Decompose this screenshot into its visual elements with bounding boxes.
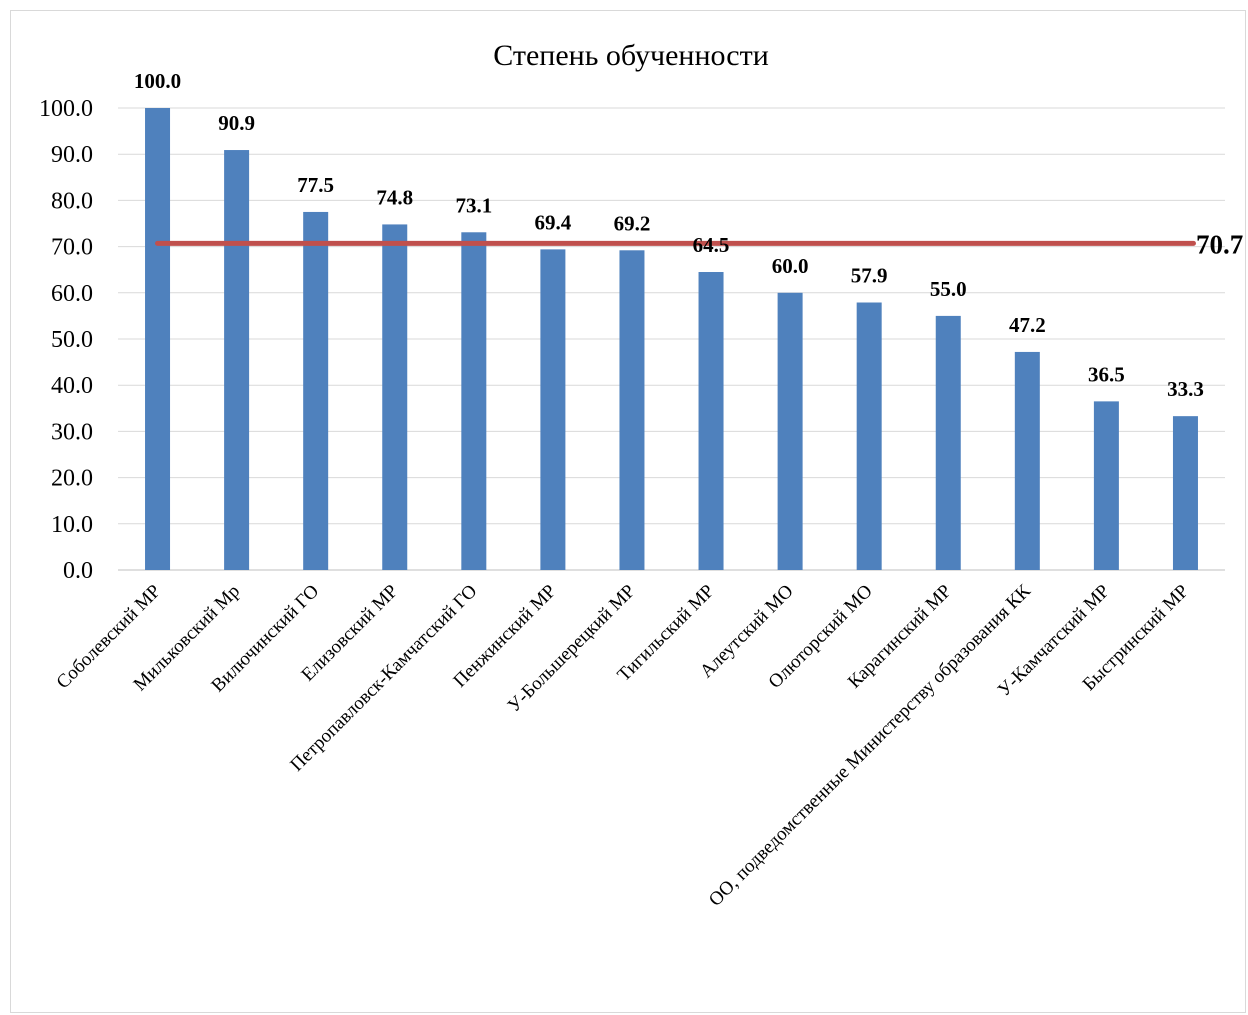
bar <box>382 224 408 570</box>
data-label: 33.3 <box>1167 377 1204 401</box>
bar <box>540 249 566 570</box>
bar <box>1093 401 1119 570</box>
y-tick-label: 100.0 <box>39 96 93 122</box>
reference-line-label: 70.7 <box>1196 229 1243 259</box>
bar <box>461 232 487 570</box>
data-label: 47.2 <box>1009 313 1046 337</box>
y-tick-label: 80.0 <box>51 188 93 214</box>
reference-line-group: 70.7 <box>155 229 1243 259</box>
data-label: 36.5 <box>1088 362 1125 386</box>
data-label: 69.2 <box>614 211 651 235</box>
bar <box>619 250 645 570</box>
bar <box>1014 351 1040 570</box>
data-label: 64.5 <box>693 233 730 257</box>
y-tick-label: 40.0 <box>51 373 93 399</box>
data-label: 74.8 <box>376 185 413 209</box>
bar <box>224 150 250 571</box>
data-label: 73.1 <box>455 193 492 217</box>
bar <box>698 272 724 570</box>
bar <box>935 315 961 570</box>
gridlines <box>118 107 1225 571</box>
bar <box>145 108 171 570</box>
bar <box>777 292 803 570</box>
bar <box>303 211 329 570</box>
data-label: 100.0 <box>134 69 181 93</box>
y-tick-label: 70.0 <box>51 235 93 261</box>
y-tick-label: 60.0 <box>51 281 93 307</box>
bar <box>856 302 882 570</box>
data-label: 55.0 <box>930 277 967 301</box>
bars <box>145 108 1198 571</box>
data-label: 77.5 <box>297 173 334 197</box>
y-axis-tick-labels: 0.0 10.0 20.0 30.0 40.0 50.0 60.0 70.0 80.0 90.0 1… <box>39 96 93 584</box>
y-tick-label: 20.0 <box>51 466 93 492</box>
data-label: 69.4 <box>535 210 572 234</box>
data-labels: 100.0 90.9 77.5 74.8 73.1 69.4 69.2 64.5 60.0 57.… <box>134 69 1204 401</box>
y-tick-label: 50.0 <box>51 327 93 353</box>
data-label: 57.9 <box>851 264 888 288</box>
chart-title: Степень обученности <box>493 39 769 72</box>
y-tick-label: 10.0 <box>51 512 93 538</box>
y-tick-label: 0.0 <box>63 558 93 584</box>
data-label: 60.0 <box>772 254 809 278</box>
y-tick-label: 30.0 <box>51 419 93 445</box>
data-label: 90.9 <box>218 111 255 135</box>
y-tick-label: 90.0 <box>51 142 93 168</box>
bar <box>1172 416 1198 570</box>
